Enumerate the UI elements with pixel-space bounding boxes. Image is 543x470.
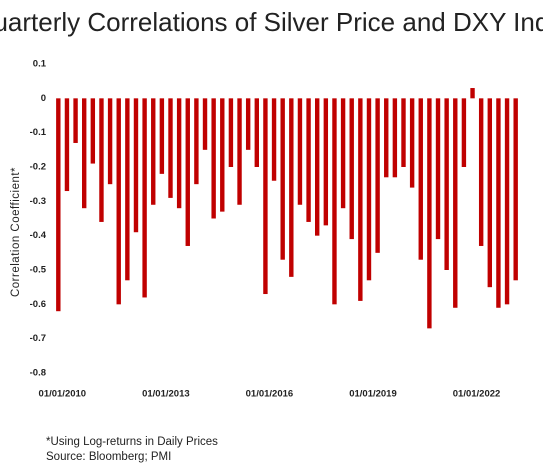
- chart-title: Quarterly Correlations of Silver Price a…: [0, 7, 543, 37]
- bar: [392, 98, 398, 178]
- bar: [202, 98, 208, 150]
- x-tick-label: 01/01/2010: [39, 389, 87, 400]
- bar: [220, 98, 225, 212]
- bar: [107, 98, 113, 185]
- bar: [82, 98, 87, 209]
- bar: [73, 98, 78, 143]
- bar: [245, 98, 251, 150]
- bar: [478, 98, 484, 246]
- bar: [487, 98, 492, 288]
- y-tick-label: -0.3: [30, 196, 46, 207]
- bar: [461, 98, 467, 167]
- bar: [194, 98, 199, 185]
- bar: [228, 98, 234, 167]
- y-tick-label: -0.6: [30, 299, 46, 310]
- bar: [358, 98, 363, 301]
- bar: [349, 98, 354, 240]
- footnote: *Using Log-returns in Daily Prices: [46, 436, 218, 448]
- y-tick-label: -0.1: [30, 127, 47, 138]
- bar: [504, 98, 510, 305]
- bar: [306, 98, 311, 222]
- y-tick-label: -0.8: [30, 368, 46, 379]
- bar: [280, 98, 285, 260]
- bar: [176, 98, 182, 209]
- bar: [315, 98, 320, 236]
- source-note: Source: Bloomberg; PMI: [46, 451, 172, 463]
- y-tick-label: -0.2: [30, 162, 46, 173]
- bar: [289, 98, 294, 277]
- bar: [297, 98, 303, 205]
- bar: [56, 98, 61, 312]
- bar: [125, 98, 130, 281]
- y-tick-label: 0: [41, 93, 46, 104]
- bar: [142, 98, 147, 298]
- bar: [90, 98, 96, 164]
- bar: [116, 98, 121, 305]
- bar: [99, 98, 104, 222]
- bar: [513, 98, 518, 281]
- y-tick-label: 0.1: [33, 59, 47, 70]
- bar: [496, 98, 501, 308]
- bar: [375, 98, 380, 253]
- y-axis-label: Correlation Coefficient*: [10, 167, 22, 297]
- x-tick-label: 01/01/2013: [142, 389, 190, 400]
- y-tick-label: -0.5: [30, 265, 47, 276]
- bar: [254, 98, 259, 167]
- x-tick-label: 01/01/2016: [246, 389, 294, 400]
- bar: [409, 98, 415, 188]
- x-tick-label: 01/01/2022: [453, 389, 501, 400]
- bar: [263, 98, 268, 295]
- bar: [366, 98, 372, 281]
- x-tick-label: 01/01/2019: [349, 389, 397, 400]
- bar: [444, 98, 449, 270]
- bar: [211, 98, 216, 219]
- bar: [435, 98, 441, 240]
- bar: [151, 98, 156, 205]
- bar: [323, 98, 329, 226]
- bar: [159, 98, 165, 174]
- y-tick-label: -0.7: [30, 333, 46, 344]
- bar: [401, 98, 406, 167]
- bar: [470, 88, 475, 99]
- bar: [384, 98, 389, 178]
- bar: [168, 98, 173, 198]
- bar: [427, 98, 432, 329]
- y-tick-label: -0.4: [30, 230, 47, 241]
- bar: [418, 98, 423, 260]
- bar: [453, 98, 458, 308]
- bar: [133, 98, 139, 233]
- bar: [271, 98, 277, 181]
- bar: [237, 98, 242, 205]
- bar: [340, 98, 346, 209]
- bar: [185, 98, 190, 246]
- bar: [64, 98, 70, 192]
- bar: [332, 98, 337, 305]
